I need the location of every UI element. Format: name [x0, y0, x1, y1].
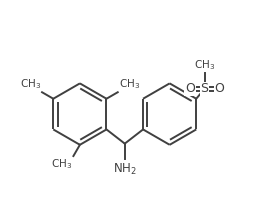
Text: O: O — [185, 82, 195, 95]
Text: O: O — [214, 82, 224, 95]
Text: CH$_3$: CH$_3$ — [51, 157, 72, 171]
Text: CH$_3$: CH$_3$ — [119, 77, 140, 91]
Text: NH$_2$: NH$_2$ — [113, 162, 137, 177]
Text: CH$_3$: CH$_3$ — [194, 58, 215, 72]
Text: CH$_3$: CH$_3$ — [20, 77, 41, 91]
Text: S: S — [201, 82, 208, 95]
